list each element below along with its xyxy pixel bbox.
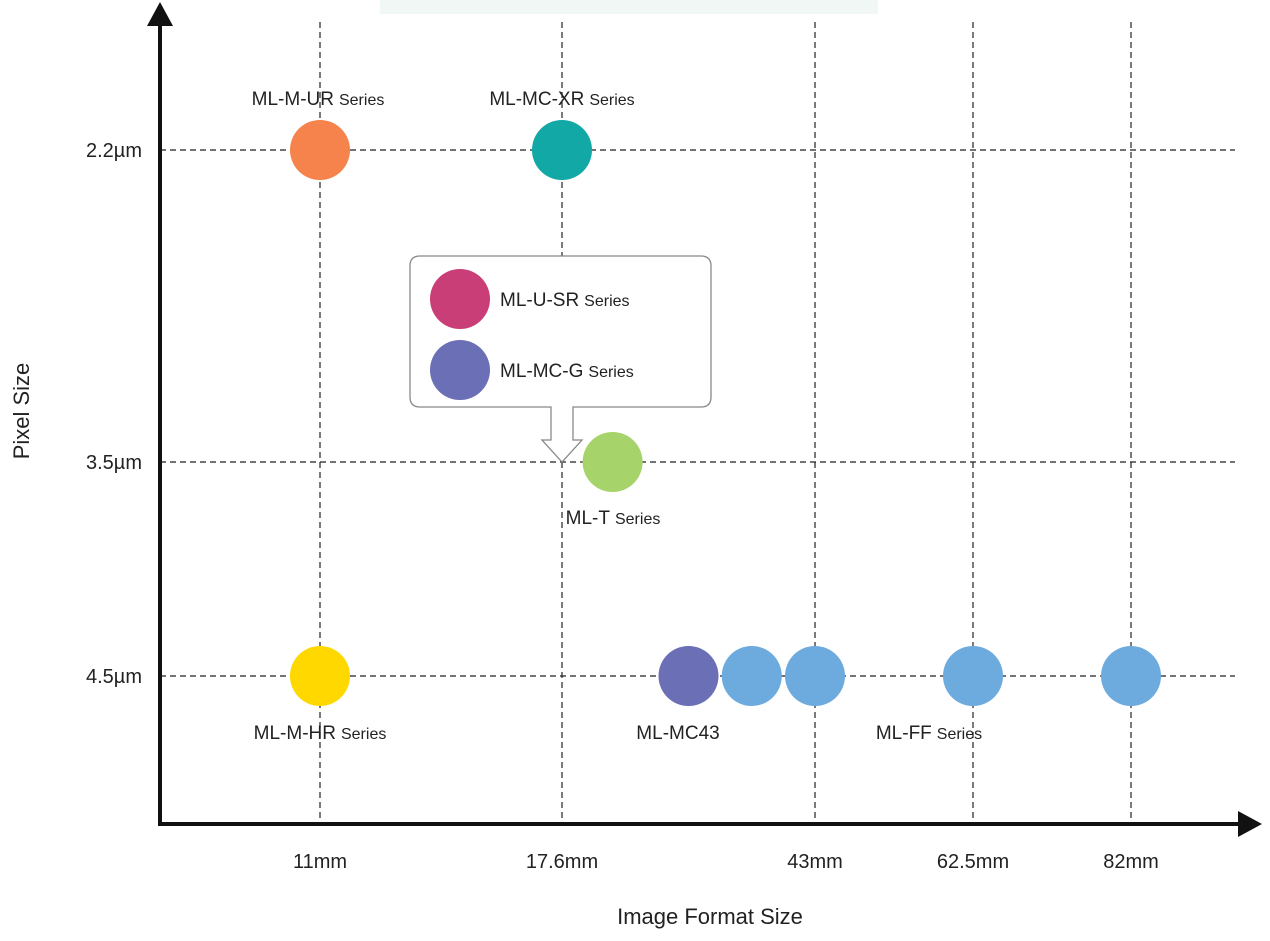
x-axis-arrow-icon	[1238, 811, 1262, 837]
callout-label-ml-u-sr: ML-U-SR Series	[500, 290, 630, 311]
series-labels: ML-M-UR Series ML-MC-XR Series ML-T Series …	[252, 89, 982, 744]
data-point-ml-ff-series	[943, 646, 1003, 706]
point-label-ml-mc-xr: ML-MC-XR Series	[489, 89, 634, 110]
y-tick-label: 4.5µm	[86, 666, 142, 688]
callout: ML-U-SR Series ML-MC-G Series	[409, 255, 712, 463]
x-tick-label: 82mm	[1103, 851, 1159, 873]
x-axis-title: Image Format Size	[617, 904, 803, 929]
y-tick-label: 2.2µm	[86, 140, 142, 162]
x-tick-label: 62.5mm	[937, 851, 1009, 873]
data-point-ml-ff-series	[785, 646, 845, 706]
y-tick-label: 3.5µm	[86, 452, 142, 474]
callout-marker-ml-u-sr	[430, 269, 490, 329]
horizontal-gridlines	[160, 149, 1235, 677]
callout-marker-ml-mc-g	[430, 340, 490, 400]
axes	[147, 2, 1262, 837]
vertical-gridlines	[319, 22, 1132, 822]
data-points	[290, 120, 1161, 706]
data-point-ml-ff-series	[721, 646, 782, 706]
y-axis-title: Pixel Size	[9, 363, 34, 460]
x-tick-label: 17.6mm	[526, 851, 598, 873]
data-point-ml-m-hr-series	[290, 646, 350, 706]
x-tick-labels: 11mm 17.6mm 43mm 62.5mm 82mm	[293, 851, 1159, 873]
point-label-ml-m-ur: ML-M-UR Series	[252, 89, 385, 110]
point-label-ml-mc43: ML-MC43	[636, 723, 719, 744]
y-axis-arrow-icon	[147, 2, 173, 26]
y-tick-labels: 2.2µm 3.5µm 4.5µm	[86, 140, 142, 688]
data-point-ml-mc-xr-series	[532, 120, 592, 180]
data-point-ml-m-ur-series	[290, 120, 350, 180]
callout-label-ml-mc-g: ML-MC-G Series	[500, 361, 634, 382]
data-point-ml-t-series	[582, 432, 643, 492]
data-point-ml-ff-series	[1101, 646, 1161, 706]
point-label-ml-m-hr: ML-M-HR Series	[254, 723, 387, 744]
data-point-ml-mc43	[658, 646, 719, 706]
top-banner	[380, 0, 878, 14]
point-label-ml-ff: ML-FF Series	[876, 723, 982, 744]
x-tick-label: 11mm	[293, 851, 347, 873]
x-tick-label: 43mm	[787, 851, 843, 873]
point-label-ml-t: ML-T Series	[566, 508, 661, 529]
